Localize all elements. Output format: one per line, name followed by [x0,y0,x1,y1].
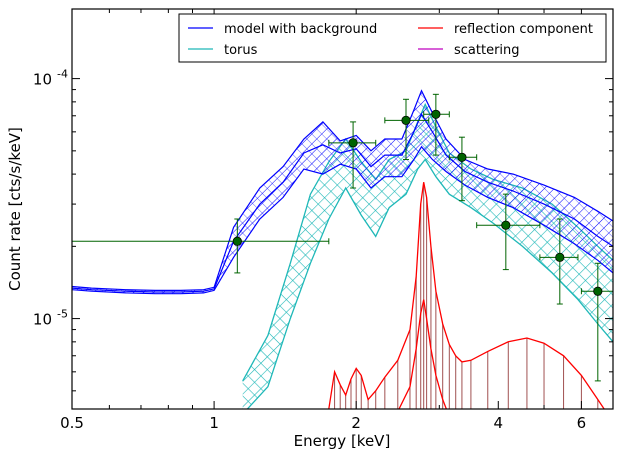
legend-label: scattering [454,43,520,58]
legend-label: model with background [224,22,377,37]
data-marker [457,152,467,162]
reflection-lower-line [398,299,448,409]
legend-label: torus [224,43,258,58]
data-point [328,121,377,189]
x-tick-label: 4 [494,414,504,432]
reflection-upper-line [328,182,605,409]
data-point [384,98,430,161]
data-marker [431,109,441,119]
legend-box [178,13,607,63]
legend: model with background torus reflection com… [178,13,607,63]
data-marker [401,115,411,125]
x-axis-label: Energy [keV] [294,432,391,450]
data-point [448,136,478,202]
plot-frame [71,8,614,410]
y-axis-label: Count rate [cts/s/keV] [6,127,24,291]
reflection-component-series [328,182,605,409]
y-tick-exponent: -5 [57,308,68,321]
legend-label: reflection component [454,22,593,37]
x-tick-label: 2 [351,414,361,432]
y-tick-label: 10 [33,71,52,89]
model-center-line [72,113,613,293]
model-band [72,90,613,294]
torus-band [242,104,613,409]
data-marker [232,236,242,246]
data-point [580,262,614,382]
x-tick-label: 6 [577,414,587,432]
y-tick-exponent: -4 [57,68,68,81]
data-marker [555,252,565,262]
data-marker [348,138,358,148]
y-tick-label: 10 [33,311,52,329]
plot-area [71,89,614,409]
x-tick-label: 0.5 [60,414,84,432]
data-point [476,193,541,271]
data-marker [593,286,603,296]
data-point [539,218,579,305]
torus-lower-line [246,158,613,409]
data-marker [501,220,511,230]
x-tick-label: 1 [209,414,219,432]
data-point [423,93,450,156]
model-lower-line [72,145,613,295]
